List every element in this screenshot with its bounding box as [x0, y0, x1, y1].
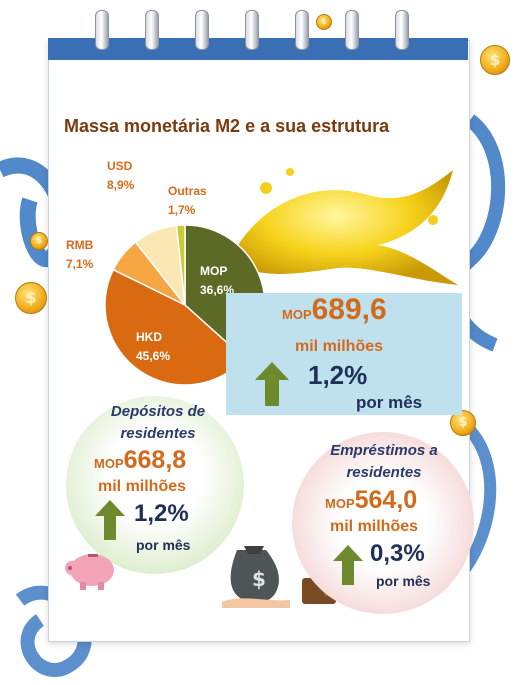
pie-slice-hkd — [104, 268, 246, 386]
pie-label-mop-name: MOP — [200, 264, 228, 278]
deposits-title: Depósitos de residentes — [88, 401, 228, 445]
m2-value: 689,6 — [311, 293, 387, 326]
up-arrow-icon — [255, 362, 289, 406]
deposits-change: 1,2% — [134, 500, 189, 527]
pie-label-outras-name: Outras — [168, 184, 207, 198]
pie-slice-outras — [175, 224, 186, 306]
pie-label-rmb-value: 7,1% — [66, 257, 94, 271]
binder-ring — [95, 10, 109, 50]
deposits-unit: mil milhões — [98, 478, 187, 495]
loans-unit: mil milhões — [330, 518, 419, 535]
binder-ring — [245, 10, 259, 50]
piggy-bank-icon — [65, 554, 114, 590]
pie-label-hkd-name: HKD — [136, 330, 162, 344]
m2-period: por mês — [356, 393, 423, 412]
pie-label-rmb-name: RMB — [66, 238, 94, 252]
coin-icon: $ — [15, 282, 47, 314]
deposits-currency: MOP — [94, 456, 124, 471]
up-arrow-icon — [333, 545, 363, 585]
up-arrow-icon — [95, 500, 125, 540]
m2-amount: MOP689,6 — [282, 293, 387, 327]
loans-period: por mês — [376, 573, 431, 589]
pie-label-usd-name: USD — [107, 159, 133, 173]
money-bag-icon: $ — [222, 546, 290, 608]
deposits-value: 668,8 — [123, 446, 187, 474]
loans-value: 564,0 — [354, 486, 418, 514]
binder-ring — [145, 10, 159, 50]
pie-label-outras: Outras 1,7% — [168, 182, 207, 220]
pie-label-mop-value: 36,6% — [200, 283, 235, 297]
loans-title-line1: Empréstimos a — [330, 442, 438, 459]
loans-currency: MOP — [325, 496, 355, 511]
pie-label-outras-value: 1,7% — [168, 203, 196, 217]
pie-label-hkd-value: 45,6% — [136, 349, 171, 363]
liquid-gold-splash — [238, 168, 458, 285]
binder-ring — [195, 10, 209, 50]
m2-change: 1,2% — [308, 360, 368, 390]
pie-chart — [104, 224, 266, 386]
loans-amount: MOP564,0 — [325, 486, 417, 515]
m2-unit: mil milhões — [295, 338, 384, 355]
loans-change: 0,3% — [370, 540, 425, 567]
pie-label-mop: MOP 36,6% — [200, 262, 234, 300]
pie-label-rmb: RMB 7,1% — [66, 236, 93, 274]
binder-ring — [295, 10, 309, 50]
loans-circle — [292, 432, 474, 614]
pie-label-usd: USD 8,9% — [107, 157, 134, 195]
svg-text:$: $ — [252, 567, 266, 591]
deposits-circle — [66, 396, 244, 574]
pie-label-hkd: HKD 45,6% — [136, 328, 170, 366]
pie-label-usd-value: 8,9% — [107, 178, 135, 192]
deposits-title-line1: Depósitos de — [110, 403, 206, 420]
page-title: Massa monetária M2 e a sua estrutura — [64, 116, 390, 136]
coin-icon: $ — [480, 45, 510, 75]
loans-title: Empréstimos a residentes — [314, 440, 454, 484]
deposits-period: por mês — [136, 537, 191, 553]
binder-ring — [395, 10, 409, 50]
binder-ring — [345, 10, 359, 50]
deposits-amount: MOP668,8 — [94, 446, 186, 475]
loans-title-line2: residentes — [346, 464, 422, 481]
m2-currency: MOP — [282, 307, 312, 322]
coin-icon: $ — [316, 14, 332, 30]
deposits-title-line2: residentes — [120, 425, 196, 442]
coin-icon: $ — [30, 232, 48, 250]
